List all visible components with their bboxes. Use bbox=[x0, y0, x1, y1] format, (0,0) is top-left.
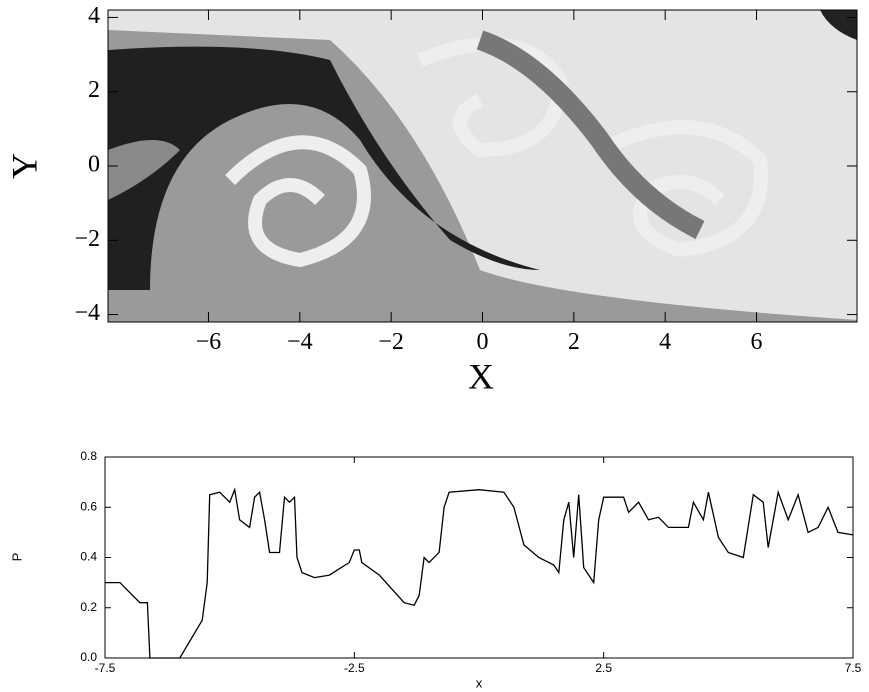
x-tick-label: 0 bbox=[477, 329, 489, 355]
y-tick-label: 0.6 bbox=[80, 499, 97, 513]
y-axis-label: Y bbox=[4, 153, 44, 179]
x-tick-label: 4 bbox=[659, 329, 671, 355]
x-tick-label: 2 bbox=[568, 329, 580, 355]
x-tick-label: -7.5 bbox=[95, 661, 116, 675]
y-tick-label: −4 bbox=[74, 300, 100, 326]
x-tick-label: −4 bbox=[287, 329, 313, 355]
line bbox=[105, 487, 854, 659]
x-tick-label: -2.5 bbox=[344, 661, 365, 675]
plot-frame bbox=[104, 456, 854, 659]
y-tick-label: 0.4 bbox=[80, 550, 97, 564]
y-tick-label: 4 bbox=[88, 3, 100, 29]
x-tick-label: 2.5 bbox=[595, 661, 612, 675]
x-tick-label: −6 bbox=[196, 329, 222, 355]
density-image bbox=[107, 9, 858, 323]
x-axis-label: x bbox=[476, 675, 483, 690]
x-tick-label: 6 bbox=[751, 329, 763, 355]
y-tick-label: 0.8 bbox=[80, 449, 97, 463]
y-tick-label: 2 bbox=[88, 77, 100, 103]
x-axis-label: X bbox=[468, 356, 494, 396]
x-tick-label: 7.5 bbox=[845, 661, 862, 675]
y-axis-label: P bbox=[9, 553, 24, 562]
x-tick-label: −2 bbox=[378, 329, 404, 355]
y-tick-label: 0 bbox=[88, 152, 100, 178]
y-tick-label: 0.2 bbox=[80, 600, 97, 614]
y-tick-label: 0.0 bbox=[80, 650, 97, 664]
y-tick-label: −2 bbox=[74, 226, 100, 252]
